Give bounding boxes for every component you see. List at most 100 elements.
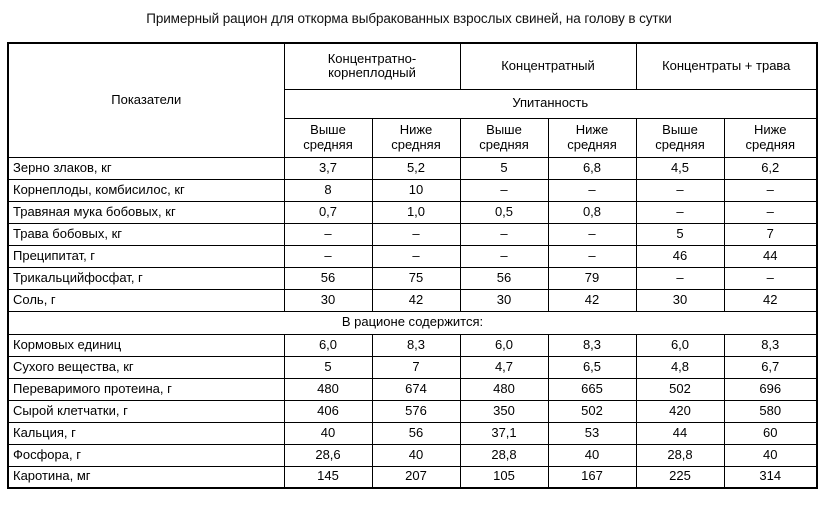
row-value: 4,8 — [635, 355, 725, 379]
row-value: 167 — [547, 465, 637, 489]
row-value: 28,8 — [459, 443, 549, 467]
row-value: – — [635, 200, 725, 224]
row-label: Травяная мука бобовых, кг — [7, 200, 285, 224]
row-label: Трикальцийфосфат, г — [7, 266, 285, 290]
row-value: 480 — [283, 377, 373, 401]
page-title: Примерный рацион для откорма выбракованн… — [146, 11, 672, 26]
row-value: 28,8 — [635, 443, 725, 467]
row-label: Трава бобовых, кг — [7, 222, 285, 246]
row-value: 696 — [723, 377, 818, 401]
row-value: 350 — [459, 399, 549, 423]
table-row: Фосфора, г 28,6 40 28,8 40 28,8 40 — [7, 443, 818, 467]
row-value: 5 — [459, 156, 549, 180]
row-value: 6,0 — [635, 333, 725, 357]
row-value: – — [371, 244, 461, 268]
subheader-col-4: Ниже средняя — [547, 117, 637, 158]
row-value: 8,3 — [547, 333, 637, 357]
row-value: 0,8 — [547, 200, 637, 224]
row-value: 56 — [459, 266, 549, 290]
row-value: – — [723, 178, 818, 202]
row-value: 75 — [371, 266, 461, 290]
row-value: – — [283, 222, 373, 246]
subheader-col-6: Ниже средняя — [723, 117, 818, 158]
row-value: 30 — [635, 288, 725, 312]
table-row: Трикальцийфосфат, г 56 75 56 79 – – — [7, 266, 818, 290]
row-value: – — [371, 222, 461, 246]
subheader-col-3-line2: средняя — [479, 136, 529, 152]
table-row: Переваримого протеина, г 480 674 480 665… — [7, 377, 818, 401]
table-head: Показатели Концентратно-корнеплодный Кон… — [7, 42, 818, 158]
row-value: 46 — [635, 244, 725, 268]
row-value: 4,5 — [635, 156, 725, 180]
row-value: 5 — [283, 355, 373, 379]
row-value: 665 — [547, 377, 637, 401]
header-row-subheaders: Выше средняя Ниже средняя Выше средняя Н… — [8, 117, 818, 158]
row-value: 314 — [723, 465, 818, 489]
row-value: 7 — [723, 222, 818, 246]
row-value: 10 — [371, 178, 461, 202]
row-value: 40 — [547, 443, 637, 467]
row-value: 56 — [283, 266, 373, 290]
subheader-col-5-line2: средняя — [655, 136, 705, 152]
row-label: Каротина, мг — [7, 465, 285, 489]
row-value: 3,7 — [283, 156, 373, 180]
row-value: 79 — [547, 266, 637, 290]
subheader-col-2: Ниже средняя — [371, 117, 461, 158]
row-label: Соль, г — [7, 288, 285, 312]
row-value: 40 — [283, 421, 373, 445]
row-value: – — [459, 222, 549, 246]
row-value: 105 — [459, 465, 549, 489]
row-value: 37,1 — [459, 421, 549, 445]
row-value: 8 — [283, 178, 373, 202]
table-row: Кальция, г 40 56 37,1 53 44 60 — [7, 421, 818, 445]
row-value: 28,6 — [283, 443, 373, 467]
row-value: – — [547, 244, 637, 268]
row-value: 502 — [547, 399, 637, 423]
row-value: 674 — [371, 377, 461, 401]
ration-table: Показатели Концентратно-корнеплодный Кон… — [7, 42, 818, 489]
row-value: 7 — [371, 355, 461, 379]
row-label: Кальция, г — [7, 421, 285, 445]
section-label: В рационе содержится: — [7, 310, 818, 335]
table-row: Трава бобовых, кг – – – – 5 7 — [7, 222, 818, 246]
row-value: 42 — [371, 288, 461, 312]
row-value: – — [547, 222, 637, 246]
row-value: 42 — [723, 288, 818, 312]
row-value: 6,2 — [723, 156, 818, 180]
subheader-col-4-line2: средняя — [567, 136, 617, 152]
row-value: 40 — [371, 443, 461, 467]
row-value: – — [635, 178, 725, 202]
row-value: 42 — [547, 288, 637, 312]
header-group-1: Концентратно-корнеплодный — [283, 42, 461, 90]
row-value: – — [723, 266, 818, 290]
row-label: Переваримого протеина, г — [7, 377, 285, 401]
subheader-col-1-line1: Выше — [310, 121, 346, 137]
subheader-col-4-line1: Ниже — [575, 121, 609, 137]
row-value: 1,0 — [371, 200, 461, 224]
row-value: 60 — [723, 421, 818, 445]
row-value: 6,5 — [547, 355, 637, 379]
table-row: Кормовых единиц 6,0 8,3 6,0 8,3 6,0 8,3 — [7, 333, 818, 357]
row-value: 5,2 — [371, 156, 461, 180]
table-row: Травяная мука бобовых, кг 0,7 1,0 0,5 0,… — [7, 200, 818, 224]
header-fatness: Упитанность — [283, 88, 818, 119]
row-value: 0,5 — [459, 200, 549, 224]
row-label: Сырой клетчатки, г — [7, 399, 285, 423]
row-value: 6,8 — [547, 156, 637, 180]
row-value: 420 — [635, 399, 725, 423]
row-value: 4,7 — [459, 355, 549, 379]
table-row: Корнеплоды, комбисилос, кг 8 10 – – – – — [7, 178, 818, 202]
row-value: 225 — [635, 465, 725, 489]
row-value: 207 — [371, 465, 461, 489]
table-row: Преципитат, г – – – – 46 44 — [7, 244, 818, 268]
section-divider-row: В рационе содержится: — [7, 310, 818, 335]
subheader-col-1: Выше средняя — [283, 117, 373, 158]
row-value: – — [459, 178, 549, 202]
row-value: 44 — [635, 421, 725, 445]
row-label: Корнеплоды, комбисилос, кг — [7, 178, 285, 202]
header-group-3: Концентраты + трава — [635, 42, 818, 90]
row-value: 44 — [723, 244, 818, 268]
row-value: 8,3 — [371, 333, 461, 357]
subheader-col-1-line2: средняя — [303, 136, 353, 152]
row-value: 30 — [283, 288, 373, 312]
